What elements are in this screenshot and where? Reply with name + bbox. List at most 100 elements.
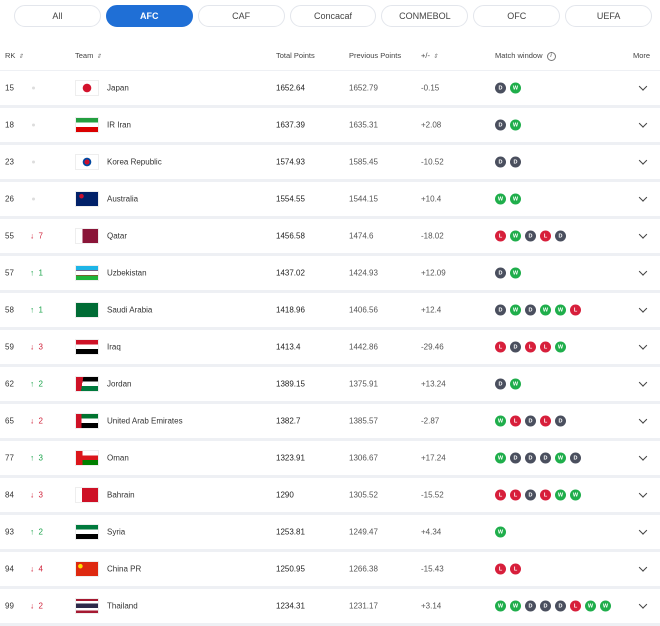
tab-uefa[interactable]: UEFA — [565, 5, 653, 27]
total-points: 1574.93 — [276, 157, 305, 167]
table-row[interactable]: 15 Japan 1652.64 1652.79 -0.15 D W — [0, 71, 660, 105]
table-row[interactable]: 94 ↓ 4 China PR 1250.95 1266.38 -15.43 L L — [0, 552, 660, 586]
chevron-down-icon[interactable] — [638, 156, 648, 165]
chevron-down-icon[interactable] — [638, 119, 648, 128]
chevron-down-icon[interactable] — [638, 82, 648, 91]
team-name[interactable]: Qatar — [107, 231, 128, 241]
table-row[interactable]: 23 Korea Republic 1574.93 1585.45 -10.52 D D — [0, 145, 660, 179]
table-row[interactable]: 18 IR Iran 1637.39 1635.31 +2.08 D W — [0, 108, 660, 142]
result-badge: W — [495, 452, 506, 464]
rank: 84 — [5, 490, 14, 500]
result-badge: L — [510, 489, 521, 501]
chevron-down-icon[interactable] — [638, 526, 648, 535]
chevron-down-icon[interactable] — [638, 489, 648, 498]
table-row[interactable]: 59 ↓ 3 Iraq 1413.4 1442.86 -29.46 L D L L W — [0, 330, 660, 364]
rank-change: ↓ 2 — [30, 601, 43, 611]
tab-afc[interactable]: AFC — [105, 5, 193, 27]
diff-header[interactable]: +/- ⇕ — [421, 51, 438, 60]
team-name[interactable]: Saudi Arabia — [107, 305, 153, 315]
team-name[interactable]: Japan — [107, 83, 129, 93]
table-row[interactable]: 55 ↓ 7 Qatar 1456.58 1474.6 -18.02 L W D L D — [0, 219, 660, 253]
table-row[interactable]: 99 ↓ 2 Thailand 1234.31 1231.17 +3.14 W W D D D L W W — [0, 589, 660, 623]
arrow-down-icon: ↓ — [30, 601, 34, 611]
table-row[interactable]: 65 ↓ 2 United Arab Emirates 1382.7 1385.57 -2… — [0, 404, 660, 438]
result-badge: W — [510, 230, 521, 242]
chevron-down-icon[interactable] — [638, 563, 648, 572]
flag-icon — [75, 228, 99, 244]
chevron-down-icon[interactable] — [638, 230, 648, 239]
chevron-down-icon[interactable] — [638, 378, 648, 387]
previous-points: 1474.6 — [349, 231, 374, 241]
team-name[interactable]: Uzbekistan — [107, 268, 147, 278]
result-badge: W — [510, 600, 521, 612]
team-header[interactable]: Team ⇕ — [75, 51, 102, 60]
team-name[interactable]: United Arab Emirates — [107, 416, 183, 426]
chevron-down-icon[interactable] — [638, 304, 648, 313]
tab-caf[interactable]: CAF — [197, 5, 285, 27]
team-name[interactable]: Australia — [107, 194, 139, 204]
team-name[interactable]: Jordan — [107, 379, 132, 389]
table-row[interactable]: 26 Australia 1554.55 1544.15 +10.4 W W — [0, 182, 660, 216]
chevron-down-icon[interactable] — [638, 600, 648, 609]
team-name[interactable]: China PR — [107, 564, 142, 574]
points-diff: -0.15 — [421, 83, 440, 93]
team-name[interactable]: Oman — [107, 453, 129, 463]
table-row[interactable]: 57 ↑ 1 Uzbekistan 1437.02 1424.93 +12.09 D W — [0, 256, 660, 290]
match-window: W — [495, 526, 506, 538]
total-points-header: Total Points — [276, 51, 315, 60]
result-badge: D — [495, 119, 506, 131]
chevron-down-icon[interactable] — [638, 452, 648, 461]
info-icon[interactable]: i — [546, 51, 556, 61]
points-diff: +12.4 — [421, 305, 442, 315]
table-row[interactable]: 58 ↑ 1 Saudi Arabia 1418.96 1406.56 +12.4 D W D W… — [0, 293, 660, 327]
previous-points: 1652.79 — [349, 83, 378, 93]
result-badge: D — [525, 489, 536, 501]
rank: 94 — [5, 564, 14, 574]
previous-points: 1424.93 — [349, 268, 378, 278]
chevron-down-icon[interactable] — [638, 267, 648, 276]
result-badge: D — [495, 82, 506, 94]
rank-change: ↓ 4 — [30, 564, 43, 574]
chevron-down-icon[interactable] — [638, 193, 648, 202]
result-badge: L — [510, 415, 521, 427]
team-name[interactable]: Iraq — [107, 342, 121, 352]
rk-header[interactable]: RK ⇕ — [5, 51, 24, 60]
flag-icon — [75, 376, 99, 392]
chevron-down-icon[interactable] — [638, 415, 648, 424]
total-points: 1323.91 — [276, 453, 305, 463]
table-row[interactable]: 93 ↑ 2 Syria 1253.81 1249.47 +4.34 W — [0, 515, 660, 549]
result-badge: D — [510, 452, 521, 464]
team-name[interactable]: Korea Republic — [107, 157, 162, 167]
result-badge: W — [510, 119, 521, 131]
tab-ofc[interactable]: OFC — [473, 5, 561, 27]
team-name[interactable]: Bahrain — [107, 490, 135, 500]
team-name[interactable]: IR Iran — [107, 120, 132, 130]
team-name[interactable]: Syria — [107, 527, 126, 537]
tab-concacaf[interactable]: Concacaf — [289, 5, 377, 27]
points-diff: +4.34 — [421, 527, 442, 537]
result-badge: D — [525, 600, 536, 612]
result-badge: W — [600, 600, 611, 612]
table-row[interactable]: 62 ↑ 2 Jordan 1389.15 1375.91 +13.24 D W — [0, 367, 660, 401]
result-badge: D — [525, 230, 536, 242]
table-row[interactable]: 84 ↓ 3 Bahrain 1290 1305.52 -15.52 L L D L W W — [0, 478, 660, 512]
flag-icon — [75, 80, 99, 96]
previous-points: 1231.17 — [349, 601, 378, 611]
result-badge: L — [570, 304, 581, 316]
arrow-up-icon: ↑ — [30, 305, 34, 315]
chevron-down-icon[interactable] — [638, 341, 648, 350]
result-badge: D — [495, 156, 506, 168]
points-diff: -2.87 — [421, 416, 440, 426]
tab-conmebol[interactable]: CONMEBOL — [381, 5, 469, 27]
rank-change: ↓ 7 — [30, 231, 43, 241]
team-name[interactable]: Thailand — [107, 601, 138, 611]
tab-all[interactable]: All — [14, 5, 101, 27]
table-row[interactable]: 77 ↑ 3 Oman 1323.91 1306.67 +17.24 W D D D W D — [0, 441, 660, 475]
previous-points-header: Previous Points — [349, 51, 402, 60]
flag-icon — [75, 413, 99, 429]
result-badge: W — [540, 304, 551, 316]
sort-icon: ⇕ — [432, 54, 438, 60]
